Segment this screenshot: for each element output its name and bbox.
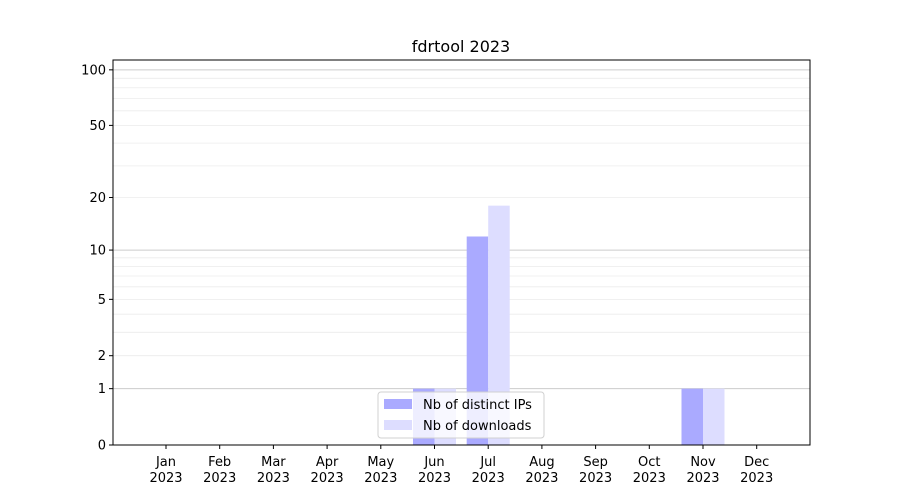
x-tick-label-line: 2023: [149, 471, 182, 486]
x-tick-label-line: Jun: [423, 455, 444, 470]
x-tick-label-line: Mar: [261, 455, 286, 470]
y-tick-label: 10: [89, 244, 106, 259]
x-tick-label-line: 2023: [740, 471, 773, 486]
x-tick-label-line: 2023: [364, 471, 397, 486]
x-tick-label-line: Sep: [583, 455, 608, 470]
y-tick-label: 50: [89, 119, 106, 134]
y-tick-label: 20: [89, 191, 106, 206]
x-tick-label: Mar 2023: [257, 455, 290, 486]
plot-area-frame: [112, 59, 811, 446]
x-tick-label-line: 2023: [257, 471, 290, 486]
legend-swatch: [384, 399, 412, 409]
x-tick-label: Jul 2023: [472, 455, 505, 486]
x-tick-label-line: Apr: [316, 455, 339, 470]
x-tick-label: Dec 2023: [740, 455, 773, 486]
x-tick-label-line: Feb: [208, 455, 231, 470]
x-tick-label: Oct 2023: [633, 455, 666, 486]
legend-label: Nb of distinct IPs: [423, 398, 532, 413]
x-tick-label: Jun 2023: [418, 455, 451, 486]
x-tick-label: Apr 2023: [311, 455, 344, 486]
y-tick-label: 100: [81, 63, 106, 78]
x-tick-label-line: 2023: [472, 471, 505, 486]
x-tick-label-line: 2023: [418, 471, 451, 486]
bar-downloads: [488, 205, 510, 445]
x-tick-label-line: 2023: [633, 471, 666, 486]
x-tick-label: Sep 2023: [579, 455, 612, 486]
x-tick-label-line: 2023: [579, 471, 612, 486]
y-tick-label: 1: [98, 382, 106, 397]
x-tick-label: Nov 2023: [686, 455, 719, 486]
x-tick-label: May 2023: [364, 455, 397, 486]
x-tick-label-line: Oct: [638, 455, 660, 470]
y-tick-label: 2: [98, 349, 106, 364]
x-tick-label: Aug 2023: [525, 455, 558, 486]
x-tick-label-line: 2023: [686, 471, 719, 486]
legend-swatch: [384, 420, 412, 430]
x-tick-label: Feb 2023: [203, 455, 236, 486]
x-tick-label: Jan 2023: [149, 455, 182, 486]
x-tick-label-line: 2023: [203, 471, 236, 486]
chart-title: fdrtool 2023: [412, 37, 510, 56]
x-tick-label-line: Jan: [155, 455, 176, 470]
legend-label: Nb of downloads: [423, 419, 532, 434]
legend: Nb of distinct IPs Nb of downloads: [377, 391, 545, 439]
x-tick-label-line: Jul: [479, 455, 496, 470]
bar-distinct-ips: [681, 388, 703, 445]
legend-box: [377, 391, 545, 439]
x-tick-label-line: May: [367, 455, 394, 470]
x-tick-label-line: 2023: [525, 471, 558, 486]
x-tick-label-line: Aug: [529, 455, 554, 470]
x-tick-label-line: Nov: [690, 455, 716, 470]
x-tick-label-line: 2023: [311, 471, 344, 486]
y-tick-label: 5: [98, 293, 106, 308]
x-tick-label-line: Dec: [744, 455, 769, 470]
y-tick-label: 0: [98, 439, 106, 454]
bar-downloads: [703, 388, 725, 445]
